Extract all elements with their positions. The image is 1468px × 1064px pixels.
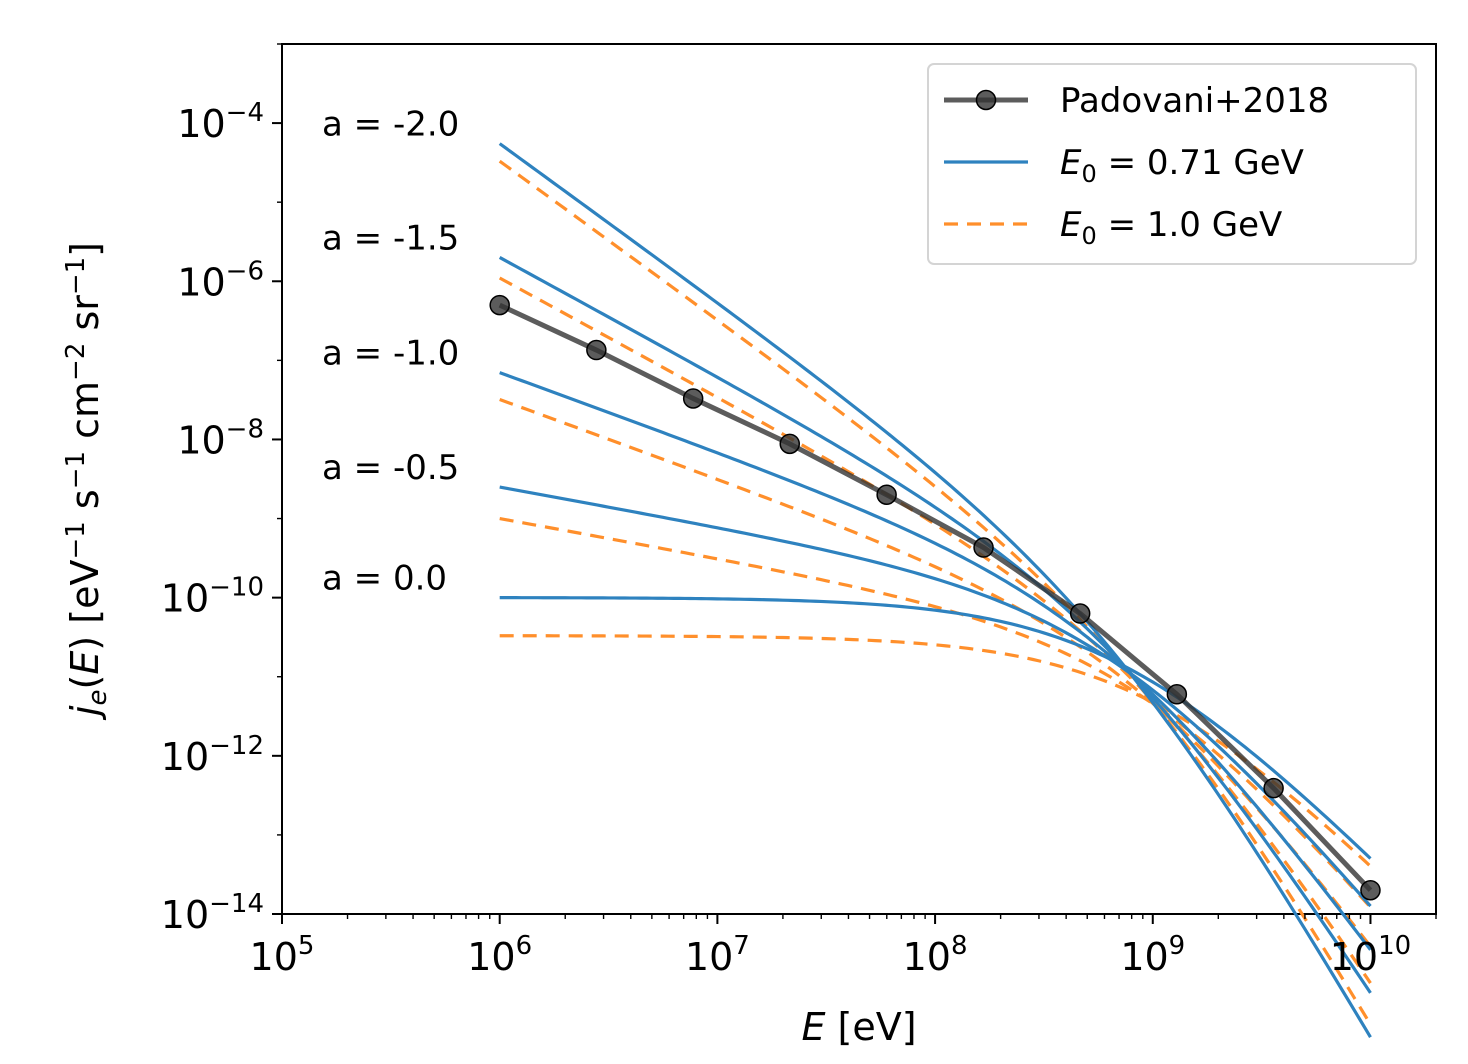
curve-E0-0.71-a--2 bbox=[498, 142, 1372, 1039]
padovani-point bbox=[779, 433, 801, 455]
x-tick-label: 109 bbox=[1120, 931, 1185, 979]
plot-area bbox=[281, 43, 1437, 915]
y-tick-label: 10−14 bbox=[161, 889, 264, 937]
x-tick-label: 107 bbox=[685, 931, 750, 979]
x-axis-label: E [eV] bbox=[801, 1005, 916, 1049]
curve-E0-0.71-a--1 bbox=[499, 371, 1372, 951]
curve-E0-1-a-0 bbox=[499, 634, 1372, 868]
padovani-point bbox=[1263, 777, 1284, 799]
x-tick-label: 1010 bbox=[1330, 931, 1411, 979]
annotation-a: a = 0.0 bbox=[322, 559, 447, 599]
curve-E0-1-a--1 bbox=[499, 397, 1372, 948]
annotation-a: a = -2.0 bbox=[322, 105, 459, 145]
legend-marker bbox=[975, 89, 997, 111]
x-tick-label: 105 bbox=[250, 931, 315, 979]
padovani-point bbox=[973, 537, 994, 558]
annotation-a: a = -1.5 bbox=[322, 218, 459, 258]
y-tick-label: 10−10 bbox=[161, 573, 264, 621]
curve-E0-0.71-a--0.5 bbox=[499, 485, 1372, 908]
x-tick-label: 108 bbox=[903, 931, 968, 979]
a-annotations: a = -2.0 a = -1.5 a = -1.0 a = -0.5 a = 0.0 bbox=[322, 105, 459, 599]
padovani-line bbox=[498, 302, 1373, 892]
y-tick-label: 10−8 bbox=[177, 414, 264, 462]
curve-E0-0.71-a-0 bbox=[499, 596, 1372, 860]
padovani-point bbox=[682, 388, 704, 409]
curve-E0-1-a--1.5 bbox=[498, 276, 1372, 984]
curve-E0-1-a--0.5 bbox=[499, 516, 1372, 909]
legend-box bbox=[927, 63, 1417, 265]
x-tick-label: 106 bbox=[467, 931, 532, 979]
x-axis: 105 106 107 108 109 1010 bbox=[250, 914, 1437, 979]
legend-label: Padovani+2018 bbox=[1060, 81, 1329, 121]
y-tick-label: 10−4 bbox=[177, 98, 264, 146]
padovani-series bbox=[489, 294, 1381, 901]
padovani-point bbox=[1166, 684, 1188, 705]
padovani-point bbox=[489, 294, 510, 316]
padovani-point bbox=[1069, 603, 1091, 624]
legend-label: E0 = 1.0 GeV bbox=[1060, 205, 1282, 250]
model-curves bbox=[498, 142, 1372, 1039]
padovani-point bbox=[876, 484, 897, 505]
annotation-a: a = -1.0 bbox=[322, 334, 459, 374]
padovani-point bbox=[586, 339, 607, 361]
y-axis-label: je(E) [eV−1 s−1 cm−2 sr−1] bbox=[61, 242, 113, 721]
curve-E0-1-a--2 bbox=[498, 159, 1372, 1026]
legend: Padovani+2018 E0 = 0.71 GeV E0 = 1.0 GeV bbox=[927, 63, 1417, 265]
y-axis: 10−14 10−12 10−10 10−8 10−6 10−4 bbox=[161, 43, 282, 937]
y-tick-label: 10−12 bbox=[161, 731, 264, 779]
padovani-point bbox=[1360, 879, 1381, 901]
curve-E0-0.71-a--1.5 bbox=[498, 256, 1372, 994]
legend-label: E0 = 0.71 GeV bbox=[1060, 143, 1304, 188]
y-tick-label: 10−6 bbox=[177, 256, 264, 304]
annotation-a: a = -0.5 bbox=[322, 448, 459, 488]
